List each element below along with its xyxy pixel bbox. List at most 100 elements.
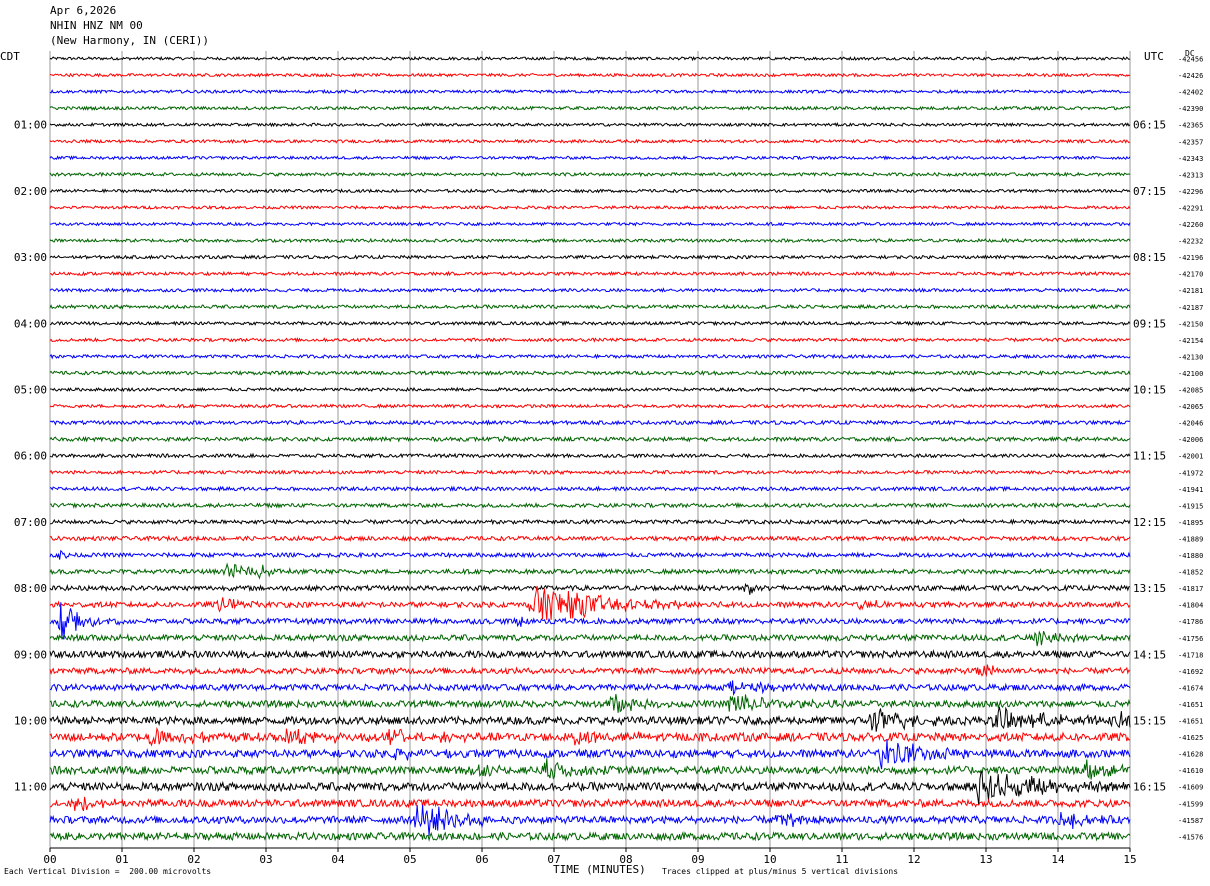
right-hour-label: 07:15 (1133, 185, 1166, 198)
seismic-trace (49, 320, 1131, 327)
left-hour-label: 01:00 (14, 119, 47, 132)
seismic-trace (49, 237, 1131, 244)
x-tick-label: 03 (259, 853, 272, 866)
right-hour-label: 08:15 (1133, 251, 1166, 264)
seismic-trace (49, 501, 1131, 510)
seismic-trace (49, 353, 1131, 360)
seismic-trace (49, 138, 1131, 145)
x-tick-label: 00 (43, 853, 56, 866)
dc-offset-label: -42150 (1178, 320, 1203, 328)
left-hour-label: 05:00 (14, 384, 47, 397)
x-tick-label: 14 (1051, 853, 1065, 866)
seismic-trace (49, 602, 1131, 640)
seismic-trace (49, 254, 1131, 260)
seismic-trace (49, 270, 1131, 277)
dc-offset-label: -41628 (1178, 751, 1203, 759)
dc-offset-label: -41599 (1178, 800, 1203, 808)
seismic-trace (49, 549, 1131, 560)
seismic-trace (49, 55, 1131, 62)
dc-offset-label: -41651 (1178, 701, 1203, 709)
dc-offset-label: -41609 (1178, 784, 1203, 792)
seismic-trace (49, 726, 1131, 747)
dc-offset-label: -42181 (1178, 287, 1203, 295)
seismic-trace (49, 435, 1131, 443)
dc-offset-label: -41895 (1178, 519, 1203, 527)
seismic-trace (49, 72, 1131, 78)
seismic-trace (49, 630, 1131, 647)
right-timezone-label: UTC (1144, 50, 1164, 63)
x-tick-label: 06 (475, 853, 488, 866)
seismic-trace (50, 518, 1131, 526)
dc-offset-label: -42343 (1178, 155, 1203, 163)
x-tick-label: 13 (979, 853, 992, 866)
right-hour-label: 09:15 (1133, 317, 1166, 330)
left-hour-label: 07:00 (14, 516, 47, 529)
left-hour-label: 09:00 (14, 648, 47, 661)
seismic-trace (50, 796, 1131, 812)
chart-date: Apr 6,2026 (50, 4, 117, 17)
dc-offset-label: -41915 (1178, 502, 1203, 510)
right-hour-label: 10:15 (1133, 384, 1166, 397)
dc-offset-label: -42260 (1178, 221, 1203, 229)
seismic-trace (49, 155, 1131, 161)
seismic-trace (49, 370, 1131, 377)
seismic-trace (49, 582, 1131, 595)
dc-offset-label: -41692 (1178, 668, 1203, 676)
dc-offset-label: -41587 (1178, 817, 1203, 825)
seismic-trace (49, 664, 1131, 678)
seismic-trace (49, 419, 1131, 426)
seismic-trace (49, 485, 1131, 493)
dc-offset-label: -42456 (1178, 56, 1203, 64)
dc-offset-label: -41576 (1178, 833, 1203, 841)
seismic-trace (49, 585, 1131, 621)
seismic-trace (49, 287, 1131, 294)
seismic-trace (49, 336, 1131, 343)
seismic-trace (49, 534, 1131, 543)
dc-offset-label: -42170 (1178, 271, 1203, 279)
dc-offset-label: -42187 (1178, 304, 1203, 312)
seismic-trace (49, 830, 1131, 842)
grid-lines (49, 51, 1131, 852)
seismic-trace (49, 188, 1131, 194)
seismic-trace (49, 680, 1131, 697)
dc-offset-label: -42296 (1178, 188, 1203, 196)
left-hour-label: 06:00 (14, 450, 47, 463)
left-timezone-label: CDT (0, 50, 20, 63)
x-axis-title: TIME (MINUTES) (553, 863, 646, 876)
right-hour-label: 14:15 (1133, 648, 1166, 661)
station-location: (New Harmony, IN (CERI)) (50, 34, 209, 47)
seismic-trace (49, 804, 1131, 836)
seismic-trace (49, 693, 1131, 713)
right-hour-label: 15:15 (1133, 715, 1166, 728)
seismic-trace (49, 204, 1131, 211)
dc-offset-label: -42130 (1178, 353, 1203, 361)
left-hour-label: 11:00 (14, 781, 47, 794)
x-tick-label: 02 (187, 853, 200, 866)
trace-group (49, 55, 1131, 842)
seismic-trace (49, 303, 1131, 310)
seismic-trace (50, 386, 1131, 393)
dc-offset-label: -42426 (1178, 72, 1203, 80)
seismic-trace (49, 171, 1131, 178)
seismic-trace (49, 88, 1131, 95)
seismic-trace (49, 221, 1131, 227)
dc-offset-label: -41674 (1178, 684, 1203, 692)
dc-offset-label: -42100 (1178, 370, 1203, 378)
dc-offset-label: -41610 (1178, 767, 1203, 775)
seismic-trace (49, 105, 1131, 111)
dc-offset-label: -42232 (1178, 238, 1203, 246)
seismic-trace (49, 452, 1131, 459)
dc-offset-label: -41756 (1178, 635, 1203, 643)
dc-offset-label: -42402 (1178, 89, 1203, 97)
seismic-trace (49, 649, 1131, 660)
dc-offset-label: -41625 (1178, 734, 1203, 742)
dc-offset-label: -42154 (1178, 337, 1203, 345)
seismic-trace (49, 758, 1131, 780)
dc-offset-label: -42001 (1178, 453, 1203, 461)
dc-offset-label: -42065 (1178, 403, 1203, 411)
label-group: 00 01 02 03 04 05 06 07 08 09 10 11 12 13 14 15 -42456 -4… (14, 56, 1203, 867)
x-tick-label: 04 (331, 853, 345, 866)
x-tick-label: 09 (691, 853, 704, 866)
dc-offset-label: -41852 (1178, 569, 1203, 577)
dc-offset-label: -42390 (1178, 105, 1203, 113)
